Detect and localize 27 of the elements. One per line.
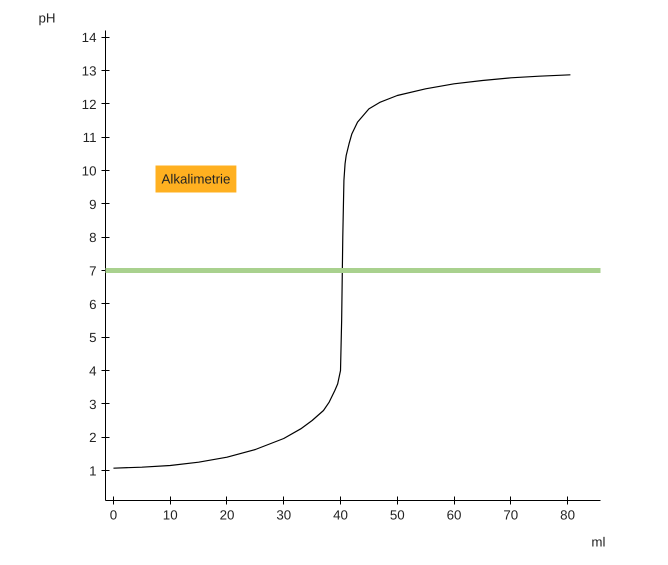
y-tick-label: 1 bbox=[89, 464, 97, 478]
y-tick-label: 10 bbox=[82, 164, 97, 178]
y-axis-title: pH bbox=[38, 10, 56, 26]
y-tick-label: 8 bbox=[89, 230, 97, 246]
y-tick-label: 11 bbox=[82, 130, 97, 146]
y-tick-label: 6 bbox=[89, 296, 97, 312]
y-tick-label: 7 bbox=[89, 264, 97, 278]
y-tick-label: 4 bbox=[89, 364, 98, 378]
x-tick-label: 30 bbox=[276, 508, 292, 522]
x-tick-label: 0 bbox=[110, 508, 118, 522]
x-tick-label: 40 bbox=[333, 508, 348, 522]
y-tick-label: 5 bbox=[89, 330, 97, 346]
y-tick-label: 2 bbox=[89, 430, 97, 446]
x-tick-label: 80 bbox=[560, 508, 575, 522]
x-tick-label: 10 bbox=[162, 508, 178, 522]
x-axis-title: ml bbox=[591, 534, 606, 550]
x-tick-label: 70 bbox=[503, 508, 518, 522]
x-tick-label: 20 bbox=[220, 508, 234, 522]
y-tick-label: 13 bbox=[82, 64, 97, 78]
annotation: Alkalimetrie bbox=[162, 172, 230, 186]
y-tick-label: 14 bbox=[82, 30, 98, 46]
x-tick-label: 60 bbox=[446, 508, 462, 522]
y-tick-label: 9 bbox=[89, 196, 97, 212]
y-tick-label: 3 bbox=[89, 396, 97, 412]
y-tick-label: 12 bbox=[82, 96, 97, 112]
x-tick-label: 50 bbox=[390, 508, 405, 522]
line-series bbox=[112, 74, 572, 469]
